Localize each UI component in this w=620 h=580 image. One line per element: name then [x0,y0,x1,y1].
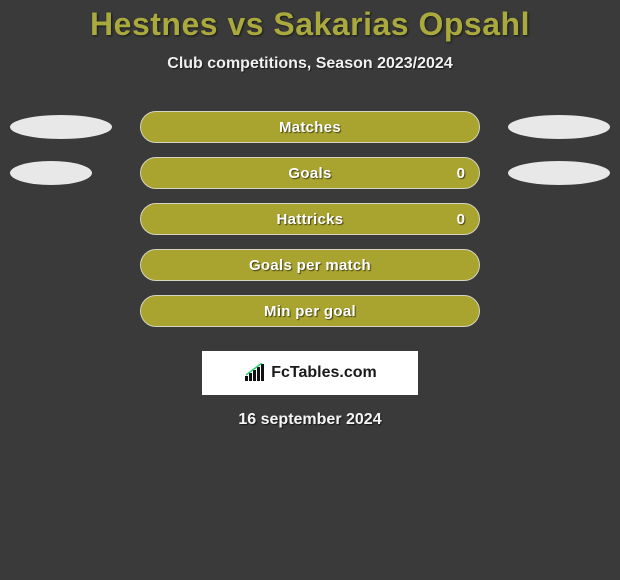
stat-bar: Min per goal [140,295,480,327]
stat-label: Min per goal [264,303,356,320]
stat-row-goals: Goals 0 [0,157,620,189]
ellipse-right [508,115,610,139]
stat-value-right: 0 [457,165,465,182]
stat-label: Matches [279,119,341,136]
page-title: Hestnes vs Sakarias Opsahl [90,6,530,43]
date-text: 16 september 2024 [238,411,381,429]
stat-bar: Hattricks 0 [140,203,480,235]
stat-bar: Goals per match [140,249,480,281]
stat-row-hattricks: Hattricks 0 [0,203,620,235]
stat-rows: Matches Goals 0 Hattricks 0 Goals per ma… [0,111,620,327]
ellipse-right [508,161,610,185]
ellipse-left [10,161,92,185]
stat-label: Hattricks [277,211,344,228]
stat-row-min-per-goal: Min per goal [0,295,620,327]
stat-value-right: 0 [457,211,465,228]
bar-chart-icon [243,363,267,383]
stat-bar: Matches [140,111,480,143]
subtitle: Club competitions, Season 2023/2024 [167,55,452,73]
brand-text: FcTables.com [271,364,377,382]
stat-row-matches: Matches [0,111,620,143]
ellipse-left [10,115,112,139]
stat-label: Goals per match [249,257,371,274]
stat-bar: Goals 0 [140,157,480,189]
stat-label: Goals [288,165,331,182]
stat-row-goals-per-match: Goals per match [0,249,620,281]
brand-box: FcTables.com [202,351,418,395]
stats-comparison: Hestnes vs Sakarias Opsahl Club competit… [0,0,620,429]
